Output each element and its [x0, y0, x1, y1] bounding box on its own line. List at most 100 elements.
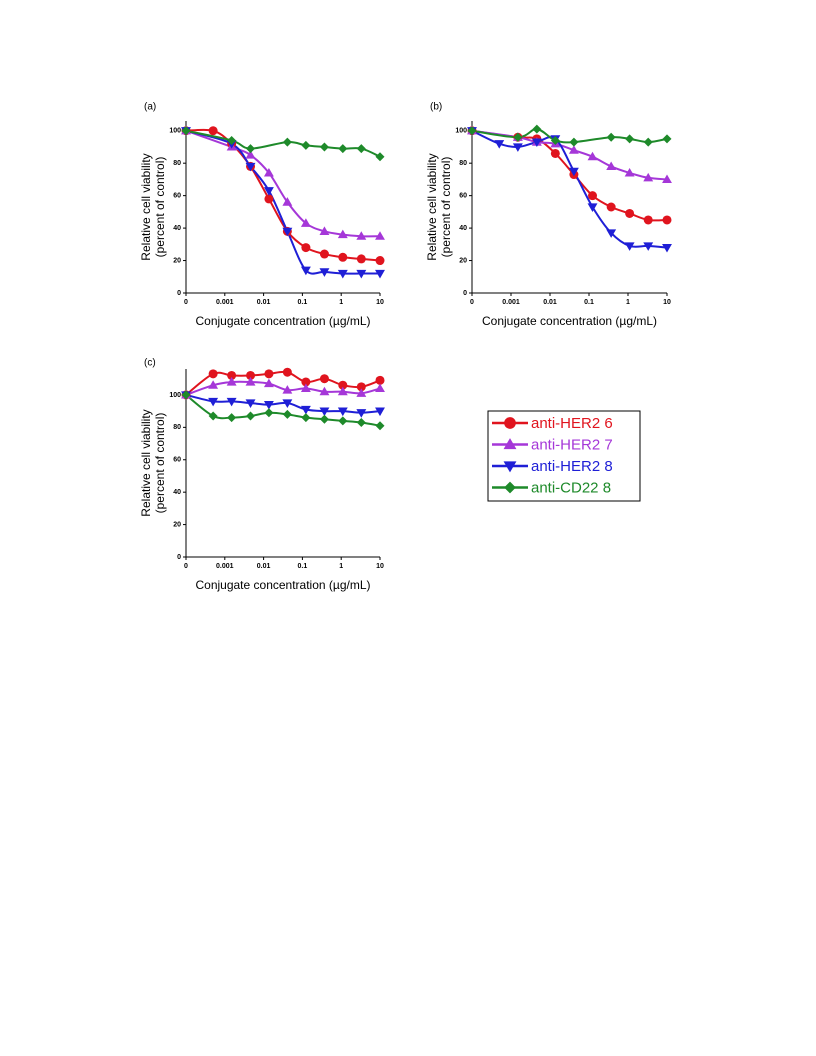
- marker: [375, 375, 385, 385]
- marker: [300, 383, 311, 393]
- marker: [181, 126, 191, 136]
- marker: [245, 399, 256, 408]
- marker: [208, 411, 218, 421]
- marker: [282, 197, 293, 206]
- fit-curve: [185, 129, 381, 238]
- x-tick-label: 0: [470, 299, 474, 306]
- marker: [337, 229, 348, 239]
- x-tick-label: 0.01: [257, 563, 271, 570]
- marker: [375, 383, 385, 393]
- marker: [606, 202, 616, 212]
- y-tick-label: 0: [463, 290, 467, 297]
- marker: [356, 409, 367, 418]
- marker: [263, 187, 274, 196]
- marker: [263, 401, 274, 410]
- marker: [245, 162, 256, 172]
- marker: [301, 413, 311, 423]
- legend-marker: [503, 461, 517, 473]
- marker: [356, 254, 366, 264]
- y-tick-label: 100: [169, 128, 181, 135]
- y-tick-label: 100: [455, 128, 467, 135]
- marker: [282, 409, 292, 419]
- y-tick-label: 0: [177, 554, 181, 561]
- y-tick-label: 40: [173, 225, 181, 232]
- marker: [264, 194, 274, 204]
- marker: [208, 369, 218, 379]
- x-axis-label: Conjugate concentration (µg/mL): [195, 578, 370, 592]
- x-tick-label: 0.01: [543, 299, 557, 306]
- marker: [532, 124, 542, 134]
- marker: [245, 377, 256, 386]
- marker: [226, 397, 237, 407]
- legend-marker: [504, 417, 516, 429]
- y-tick-label: 20: [173, 521, 181, 528]
- marker: [282, 137, 292, 147]
- marker: [263, 378, 274, 388]
- x-tick-label: 0: [184, 299, 188, 306]
- marker: [301, 377, 311, 387]
- chart-title: (a): [144, 102, 156, 113]
- marker: [643, 215, 653, 225]
- marker: [263, 167, 274, 177]
- marker: [356, 388, 367, 397]
- marker: [375, 421, 385, 431]
- marker: [282, 227, 293, 237]
- marker: [587, 151, 598, 161]
- marker: [246, 144, 256, 154]
- marker: [264, 408, 274, 418]
- x-tick-label: 0.001: [216, 299, 234, 306]
- marker: [246, 411, 256, 421]
- x-tick-label: 1: [626, 299, 630, 306]
- marker: [356, 269, 367, 279]
- x-axis-label: Conjugate concentration (µg/mL): [195, 314, 370, 328]
- x-tick-label: 0.1: [298, 299, 308, 306]
- marker: [568, 167, 579, 177]
- fit-curve: [471, 129, 668, 222]
- marker: [300, 218, 311, 227]
- y-tick-label: 40: [173, 489, 181, 496]
- marker: [338, 144, 348, 154]
- y-tick-label: 80: [173, 160, 181, 167]
- marker: [662, 174, 672, 184]
- marker: [625, 134, 635, 144]
- chart: (c)0 0.001 0.01 0.1 1 10020406080100Conjugate…: [139, 358, 384, 593]
- x-tick-label: 1: [339, 299, 343, 306]
- marker: [624, 242, 635, 251]
- y-tick-label: 60: [173, 192, 181, 199]
- marker: [375, 231, 385, 240]
- marker: [662, 243, 672, 253]
- marker: [587, 203, 598, 212]
- marker: [356, 382, 366, 392]
- y-axis-label: (percent of control): [153, 413, 167, 514]
- marker: [264, 369, 274, 379]
- legend-label: anti-HER2 6: [531, 415, 613, 432]
- marker: [319, 374, 329, 384]
- y-tick-label: 60: [173, 457, 181, 464]
- x-tick-label: 10: [663, 299, 671, 306]
- x-tick-label: 0.01: [257, 299, 271, 306]
- marker: [467, 126, 477, 136]
- marker: [662, 134, 672, 144]
- marker: [301, 140, 311, 150]
- marker: [606, 132, 616, 142]
- marker: [319, 386, 330, 396]
- marker: [375, 269, 385, 279]
- marker: [319, 226, 330, 235]
- marker: [550, 148, 560, 158]
- x-tick-label: 10: [376, 299, 384, 306]
- y-axis-label: Relative cell viability: [139, 153, 153, 260]
- marker: [338, 252, 348, 262]
- y-axis-label: Relative cell viability: [139, 409, 153, 516]
- marker: [227, 370, 237, 380]
- marker: [245, 150, 256, 159]
- x-tick-label: 1: [339, 563, 343, 570]
- marker: [226, 377, 237, 386]
- marker: [208, 126, 218, 136]
- marker: [338, 416, 348, 426]
- x-tick-label: 0.1: [584, 299, 594, 306]
- x-tick-label: 0.1: [298, 563, 308, 570]
- marker: [531, 138, 542, 148]
- marker: [282, 367, 292, 377]
